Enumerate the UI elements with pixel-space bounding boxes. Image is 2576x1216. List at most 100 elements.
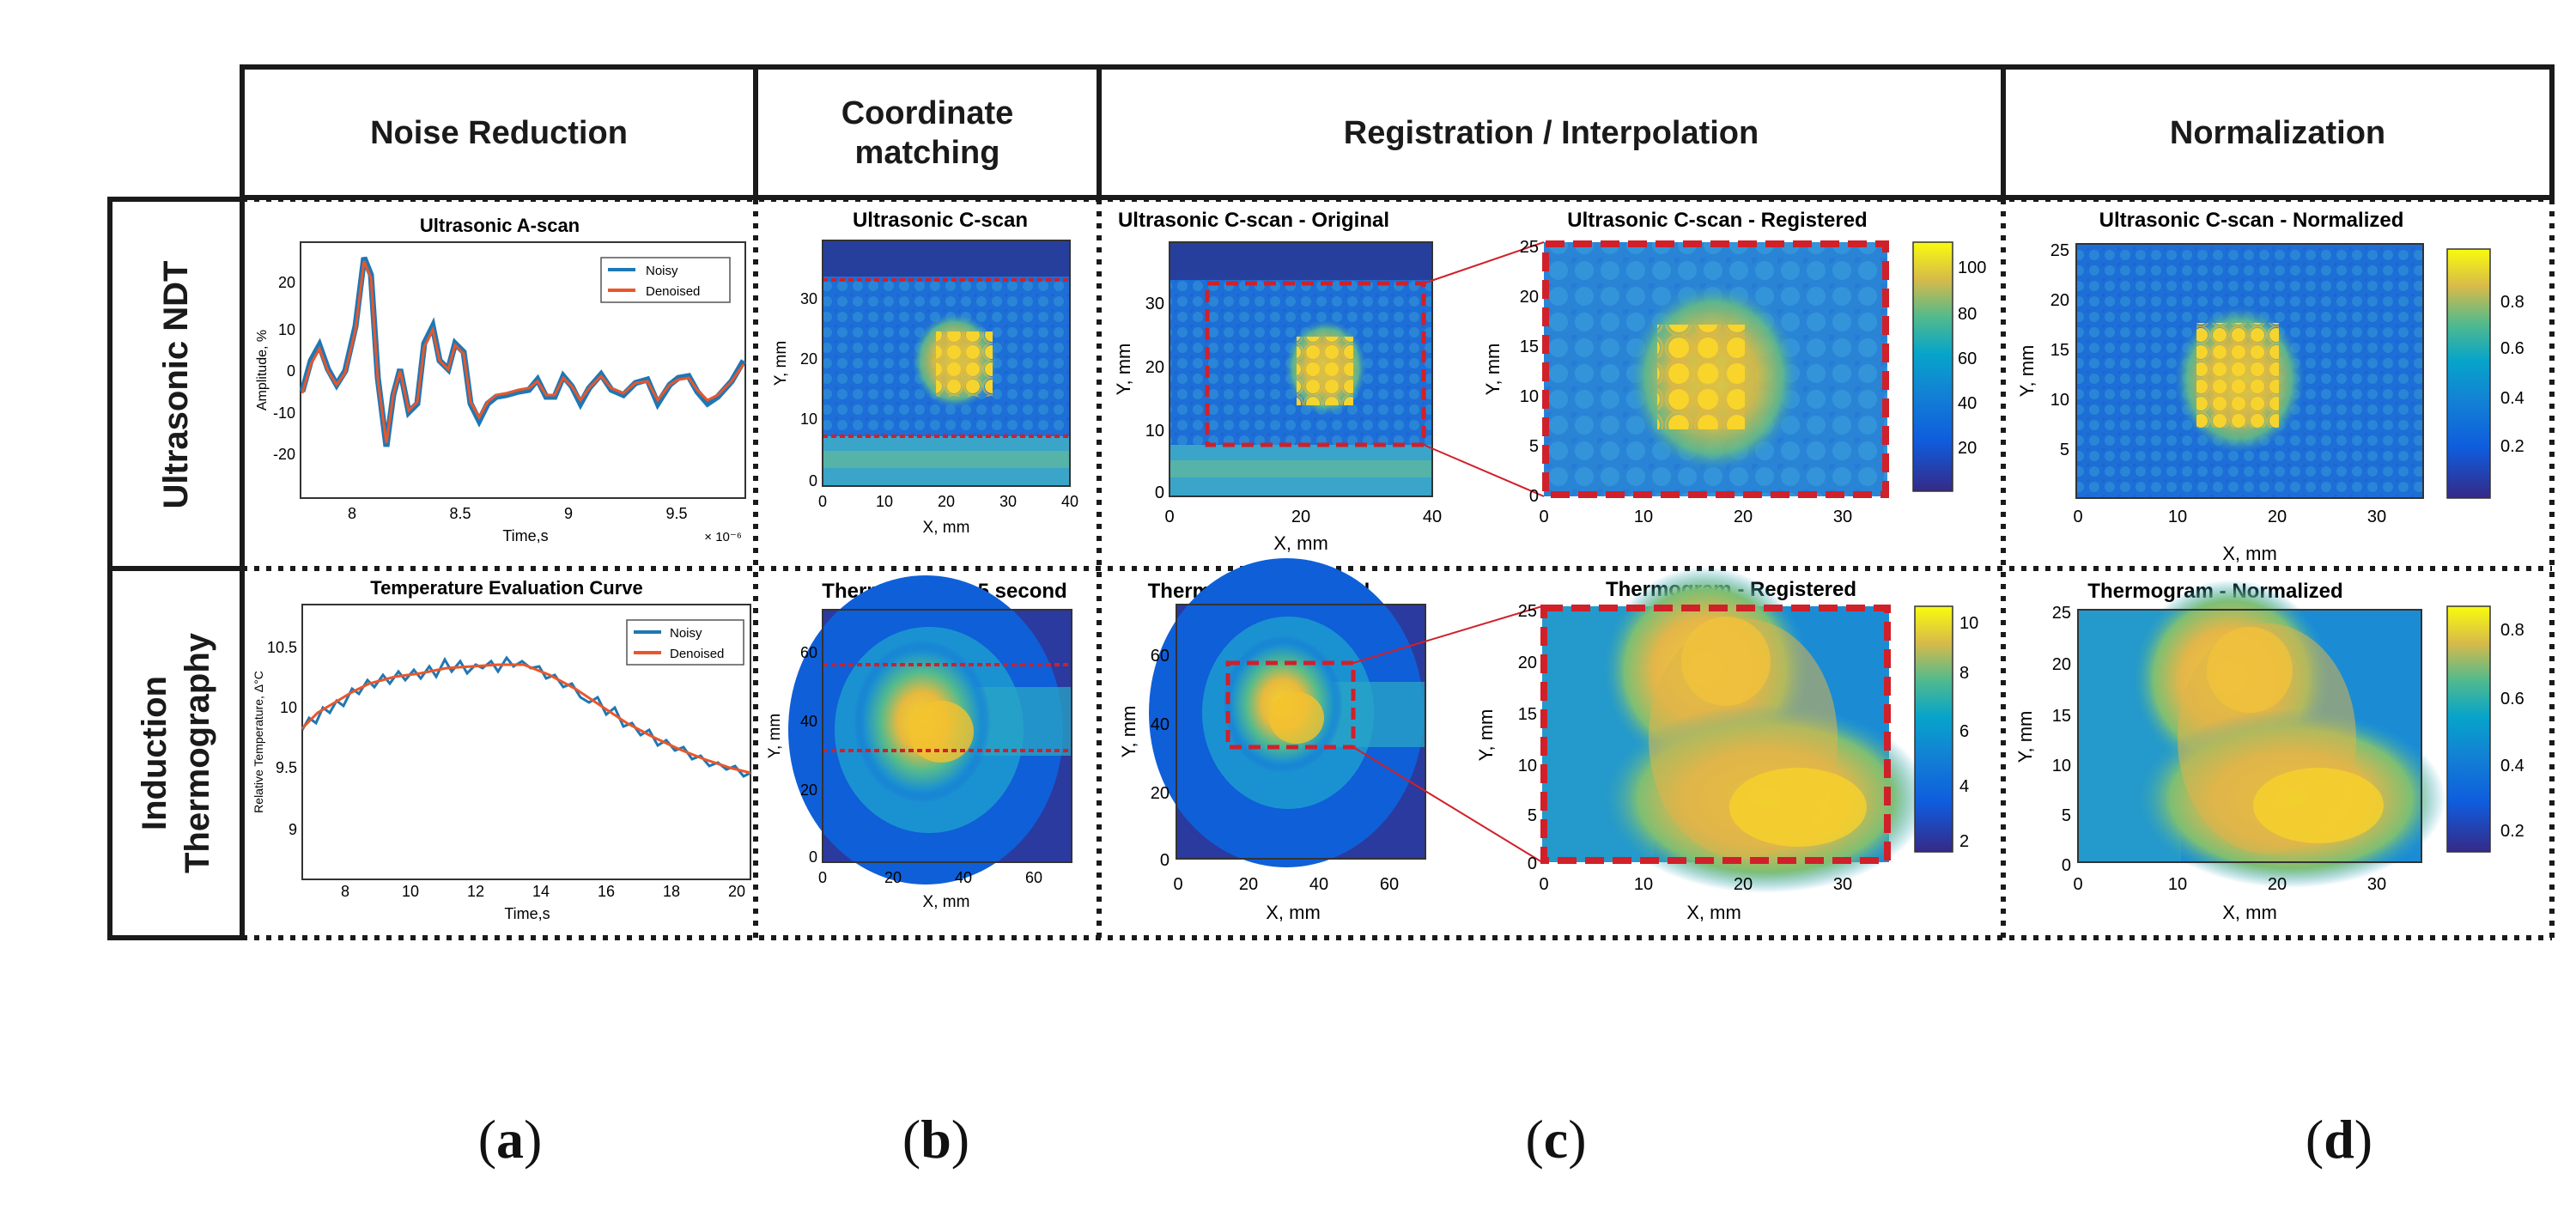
svg-text:10: 10	[402, 883, 419, 900]
svg-text:0: 0	[809, 472, 817, 489]
svg-text:30: 30	[2367, 508, 2386, 526]
svg-text:9.5: 9.5	[276, 759, 297, 776]
ascan-xticks: 8 8.5 9 9.5	[348, 505, 688, 522]
svg-text:0: 0	[818, 869, 827, 886]
panel-ultrasonic-original: Ultrasonic C-scan - Original 30 20 10 0 …	[1113, 209, 1442, 554]
svg-text:15: 15	[2052, 707, 2071, 726]
svg-text:25: 25	[1518, 602, 1537, 621]
svg-text:0: 0	[1539, 508, 1548, 526]
svg-text:8: 8	[348, 505, 356, 522]
panel-ultrasonic-cscan: Ultrasonic C-scan 30 20 10 0 0 10 20 30 …	[772, 209, 1078, 537]
cscan-xticks: 0 10 20 30 40	[818, 493, 1078, 510]
thermo-ylabel: Y, mm	[766, 714, 784, 758]
svg-text:9: 9	[564, 505, 573, 522]
column-header-registration-interpolation: Registration / Interpolation	[1343, 115, 1759, 151]
svg-text:10: 10	[1634, 508, 1653, 526]
svg-text:0: 0	[1528, 854, 1537, 873]
svg-text:6: 6	[1959, 722, 1969, 741]
svg-text:0.2: 0.2	[2500, 822, 2524, 841]
column-header-noise-reduction: Noise Reduction	[370, 115, 628, 151]
th-orig-yticks: 60 40 20 0	[1151, 647, 1170, 870]
us-reg-ylabel: Y, mm	[1482, 344, 1504, 396]
us-norm-title: Ultrasonic C-scan - Normalized	[2099, 209, 2404, 232]
th-orig-crop-box	[1225, 660, 1356, 750]
svg-text:10: 10	[1518, 757, 1537, 775]
svg-text:10: 10	[1145, 422, 1164, 441]
svg-text:20: 20	[1291, 508, 1310, 526]
curve-legend: Noisy Denoised	[626, 619, 744, 666]
svg-text:30: 30	[1833, 875, 1852, 894]
svg-text:10: 10	[2168, 508, 2187, 526]
svg-text:40: 40	[1423, 508, 1442, 526]
svg-text:40: 40	[955, 869, 972, 886]
us-reg-colorbar	[1912, 241, 1953, 492]
us-orig-xlabel: X, mm	[1273, 532, 1328, 554]
svg-text:10: 10	[1634, 875, 1653, 894]
svg-text:10: 10	[1520, 387, 1539, 406]
svg-text:10: 10	[2052, 757, 2071, 775]
curve-xticks: 8 10 12 14 16 18 20	[341, 883, 745, 900]
us-zoom-connectors	[1423, 241, 1545, 497]
svg-text:30: 30	[1833, 508, 1852, 526]
ascan-title: Ultrasonic A-scan	[420, 215, 580, 236]
thermo-xlabel: X, mm	[923, 893, 970, 911]
svg-text:8: 8	[341, 883, 349, 900]
th-norm-ylabel: Y, mm	[2014, 711, 2036, 763]
th-norm-xlabel: X, mm	[2222, 902, 2277, 923]
panel-thermogram-registered: Thermogram - Registered 25 20 15 10 5 0 …	[1475, 567, 1978, 923]
svg-text:100: 100	[1958, 258, 1986, 277]
sublabel-c: (c)	[1525, 1109, 1587, 1170]
us-reg-title: Ultrasonic C-scan - Registered	[1567, 209, 1867, 232]
svg-text:60: 60	[1151, 647, 1170, 666]
svg-text:0.6: 0.6	[2500, 690, 2524, 708]
svg-text:60: 60	[1025, 869, 1042, 886]
svg-text:20: 20	[1958, 439, 1977, 458]
svg-text:0: 0	[809, 848, 817, 866]
svg-text:30: 30	[2367, 875, 2386, 894]
svg-text:20: 20	[1520, 288, 1539, 307]
curve-xlabel: Time,s	[504, 905, 550, 922]
svg-text:12: 12	[467, 883, 484, 900]
svg-text:2: 2	[1959, 832, 1969, 851]
svg-text:5: 5	[2060, 441, 2069, 459]
svg-text:0: 0	[1164, 508, 1174, 526]
curve-ylabel: Relative Temperature, Δ°C	[252, 671, 265, 813]
panel-temperature-curve: Temperature Evaluation Curve Noisy Denoi…	[252, 577, 751, 922]
ascan-ylabel: Amplitude, %	[255, 330, 270, 410]
svg-text:14: 14	[532, 883, 550, 900]
svg-text:60: 60	[1380, 875, 1399, 894]
svg-text:60: 60	[800, 644, 817, 661]
svg-text:0: 0	[287, 362, 295, 380]
panel-ultrasonic-registered: Ultrasonic C-scan - Registered 25 20 15 …	[1482, 209, 1986, 526]
th-norm-yticks: 25 20 15 10 5 0	[2052, 604, 2071, 875]
th-norm-cbar-ticks: 0.8 0.6 0.4 0.2	[2500, 621, 2524, 841]
svg-text:20: 20	[728, 883, 745, 900]
svg-text:40: 40	[1309, 875, 1328, 894]
svg-text:80: 80	[1958, 305, 1977, 324]
ascan-legend: Noisy Denoised	[600, 257, 731, 303]
svg-text:0: 0	[2073, 875, 2082, 894]
curve-legend-denoised: Denoised	[670, 647, 724, 661]
us-orig-xticks: 0 20 40	[1164, 508, 1442, 526]
th-reg-xlabel: X, mm	[1686, 902, 1741, 923]
us-reg-border	[1542, 240, 1889, 498]
cscan-title: Ultrasonic C-scan	[853, 209, 1028, 232]
svg-text:10: 10	[876, 493, 893, 510]
svg-text:8.5: 8.5	[449, 505, 471, 522]
svg-text:20: 20	[884, 869, 902, 886]
us-orig-title: Ultrasonic C-scan - Original	[1118, 209, 1389, 232]
svg-text:25: 25	[1520, 238, 1539, 257]
svg-text:10: 10	[2168, 875, 2187, 894]
svg-text:40: 40	[1151, 715, 1170, 734]
th-norm-xticks: 0 10 20 30	[2073, 875, 2386, 894]
svg-text:20: 20	[2052, 655, 2071, 674]
th-norm-colorbar	[2446, 605, 2491, 853]
svg-text:20: 20	[2050, 291, 2069, 310]
svg-text:20: 20	[2268, 875, 2287, 894]
svg-text:20: 20	[1145, 358, 1164, 377]
th-zoom-connectors	[1352, 605, 1543, 863]
svg-text:18: 18	[663, 883, 680, 900]
th-reg-xticks: 0 10 20 30	[1539, 875, 1852, 894]
cscan-yticks: 30 20 10 0	[800, 290, 817, 489]
svg-text:15: 15	[2050, 341, 2069, 360]
